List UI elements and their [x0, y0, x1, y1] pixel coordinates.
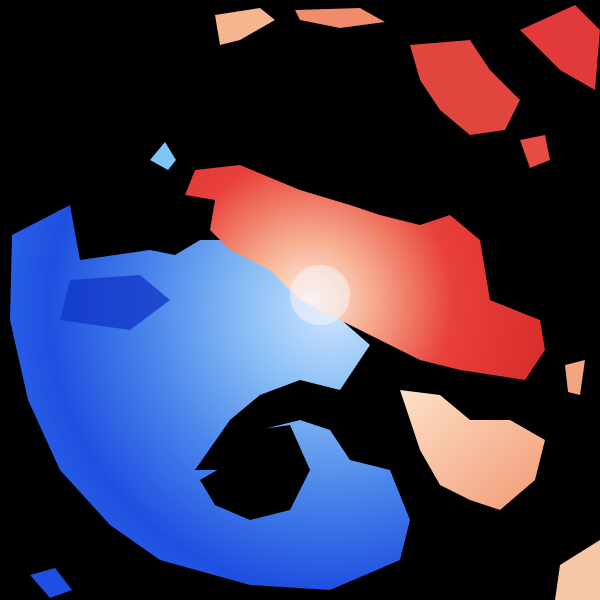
black-gap — [200, 425, 310, 520]
blue-patch — [30, 568, 72, 598]
orange-arc — [295, 8, 385, 28]
red-patch — [410, 40, 520, 135]
center-clutter — [290, 265, 350, 325]
orange-arc — [215, 8, 275, 45]
pale-patch — [565, 360, 585, 395]
red-patch — [520, 5, 600, 90]
red-region — [185, 165, 545, 380]
pale-patch — [555, 540, 600, 600]
dark-blue-patch — [60, 275, 170, 330]
pale-region — [400, 390, 545, 510]
red-patch — [520, 135, 550, 168]
blue-patch — [150, 142, 176, 170]
